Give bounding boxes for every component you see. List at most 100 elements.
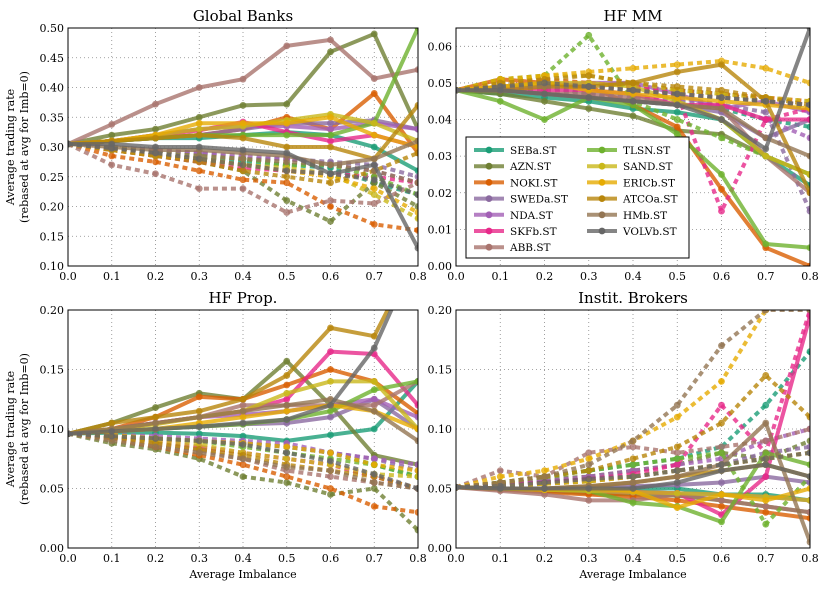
- panel-1: 0.0 0.1 0.2 0.3 0.4 0.5 0.6 0.7 0.8 0.00 0.01 0.02 0…: [428, 7, 819, 283]
- data-point-SKFb.ST: [283, 395, 291, 403]
- data-point-SAND.ST: [414, 473, 418, 480]
- data-point-VOLVb.ST: [152, 143, 159, 151]
- data-point-HMb.ST: [673, 401, 681, 409]
- data-point-VOLVb.ST: [327, 401, 334, 409]
- data-point-SWEDa.ST: [806, 443, 810, 451]
- data-point-ATCOa.ST: [239, 134, 247, 142]
- data-point-TLSN.ST: [629, 499, 637, 507]
- data-point-NOKI.ST: [195, 167, 203, 175]
- data-point-VOLVb.ST: [283, 149, 291, 157]
- data-point-VOLVb.ST: [541, 90, 548, 98]
- legend-marker-SEBa.ST: [485, 146, 493, 154]
- data-point-HMb.ST: [370, 407, 378, 415]
- data-point-VOLVb.ST: [806, 473, 810, 480]
- data-point-HMb.ST: [327, 467, 334, 475]
- data-point-NDA.ST: [806, 134, 810, 142]
- data-point-ATCOa.ST: [108, 419, 116, 427]
- y-tick-label: 0.10: [40, 423, 65, 436]
- data-point-NDA.ST: [414, 461, 418, 469]
- data-point-VOLVb.ST: [762, 455, 770, 463]
- data-point-VOLVb.ST: [629, 473, 637, 480]
- data-point-ERICb.ST: [327, 113, 334, 121]
- data-point-ATCOa.ST: [283, 143, 291, 151]
- legend-marker-HMb.ST: [598, 211, 606, 219]
- data-point-NOKI.ST: [283, 473, 291, 480]
- data-point-VOLVb.ST: [283, 416, 291, 423]
- data-point-ERICb.ST: [327, 449, 334, 457]
- y-tick-label: 0.15: [428, 364, 453, 377]
- data-point-TLSN.ST: [283, 131, 291, 139]
- data-point-ERICb.ST: [370, 461, 378, 469]
- series-line-SKFb.ST-dashed: [456, 80, 810, 214]
- data-point-VOLVb.ST: [239, 161, 247, 169]
- data-point-ABB.ST: [195, 185, 203, 193]
- x-tick-label: 0.0: [59, 552, 77, 565]
- data-point-VOLVb.ST: [370, 470, 378, 478]
- data-point-ERICb.ST: [414, 425, 418, 433]
- data-point-ABB.ST: [496, 467, 504, 475]
- series-line-ERICb.ST-dashed: [456, 310, 769, 490]
- data-point-NOKI.ST: [283, 179, 291, 187]
- data-point-TLSN.ST: [718, 134, 725, 142]
- data-point-TLSN.ST: [673, 116, 681, 123]
- data-point-VOLVb.ST: [327, 170, 334, 178]
- data-point-VOLVb.ST: [806, 28, 810, 32]
- data-point-TLSN.ST: [414, 28, 418, 32]
- panel-2: 0.0 0.1 0.2 0.3 0.4 0.5 0.6 0.7 0.8 0.00 0.05 0.10 0…: [4, 289, 427, 581]
- data-point-AZN.ST: [806, 437, 810, 445]
- data-point-ABB.ST: [239, 401, 247, 409]
- plot-frame: [67, 27, 419, 267]
- x-tick-label: 0.5: [278, 270, 296, 283]
- y-tick-label: 0.00: [40, 542, 65, 555]
- data-point-VOLVb.ST: [370, 176, 378, 184]
- data-point-ABB.ST: [370, 75, 378, 82]
- data-point-HMb.ST: [585, 461, 593, 469]
- data-point-VOLVb.ST: [673, 90, 681, 98]
- y-axis-label-secondary: (rebased at avg for Imb=0): [18, 353, 31, 505]
- series-line-NDA.ST-dashed: [456, 427, 810, 490]
- data-point-SKFb.ST: [762, 116, 770, 123]
- data-point-SWEDa.ST: [718, 479, 725, 486]
- data-point-ATCOa.ST: [283, 173, 291, 181]
- data-point-ATCOa.ST: [718, 86, 725, 94]
- data-point-SAND.ST: [414, 215, 418, 222]
- y-tick-label: 0.05: [428, 77, 453, 90]
- data-point-ATCOa.ST: [629, 455, 637, 463]
- x-tick-label: 0.6: [322, 270, 340, 283]
- data-point-NOKI.ST: [327, 366, 334, 373]
- series-line-ATCOa.ST-dashed: [456, 373, 810, 490]
- data-point-TLSN.ST: [718, 171, 725, 178]
- y-tick-label: 0.01: [428, 223, 453, 236]
- x-tick-label: 0.7: [366, 552, 384, 565]
- y-axis-label: Average trading rate: [4, 371, 17, 488]
- data-point-AZN.ST: [152, 125, 159, 133]
- data-point-HMb.ST: [152, 419, 159, 427]
- data-point-AZN.ST: [585, 105, 593, 112]
- data-point-SAND.ST: [283, 455, 291, 463]
- data-point-SKFb.ST: [414, 401, 418, 409]
- data-point-HMb.ST: [195, 449, 203, 457]
- legend-label-TLSN.ST: TLSN.ST: [623, 145, 670, 157]
- data-point-AZN.ST: [327, 491, 334, 498]
- data-point-ERICb.ST: [806, 485, 810, 492]
- data-point-VOLVb.ST: [152, 435, 159, 442]
- data-point-ABB.ST: [327, 473, 334, 480]
- data-point-TLSN.ST: [718, 518, 725, 526]
- legend-label-SAND.ST: SAND.ST: [623, 161, 673, 173]
- data-point-ABB.ST: [239, 75, 247, 83]
- data-point-HMb.ST: [283, 463, 291, 471]
- x-tick-label: 0.7: [757, 552, 775, 565]
- data-point-SAND.ST: [806, 497, 810, 504]
- data-point-SWEDa.ST: [414, 173, 418, 181]
- data-point-HMb.ST: [370, 155, 378, 163]
- data-point-HMb.ST: [239, 407, 247, 415]
- y-tick-label: 0.40: [40, 82, 65, 95]
- data-point-VOLVb.ST: [718, 116, 725, 123]
- data-point-ATCOa.ST: [195, 131, 203, 139]
- data-point-NOKI.ST: [718, 185, 725, 193]
- data-point-TLSN.ST: [327, 407, 334, 415]
- x-tick-label: 0.5: [278, 552, 296, 565]
- data-point-HMb.ST: [239, 455, 247, 463]
- data-point-ATCOa.ST: [239, 167, 247, 175]
